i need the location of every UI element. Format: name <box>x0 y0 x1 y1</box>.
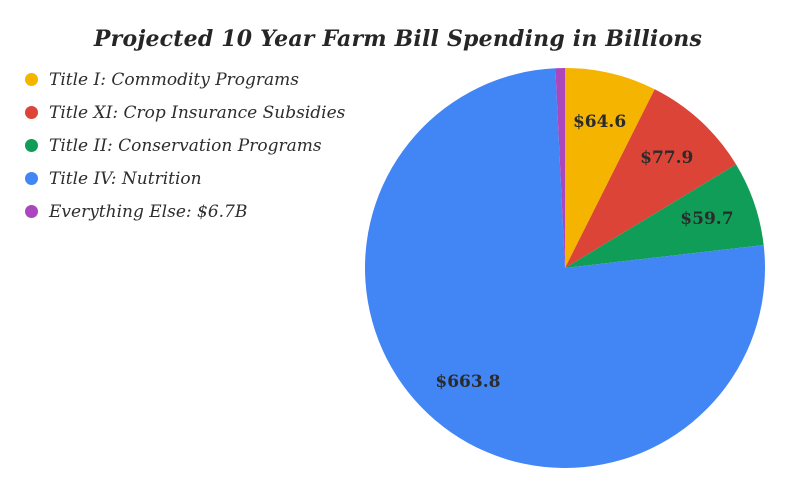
legend-label: Title II: Conservation Programs <box>49 135 322 156</box>
legend-swatch-icon <box>25 73 38 86</box>
legend-item-title-i[interactable]: Title I: Commodity Programs <box>25 63 345 96</box>
pie-slice-0[interactable] <box>565 68 655 268</box>
pie-slice-label: $77.9 <box>640 147 694 168</box>
pie-slice-1[interactable] <box>565 89 737 269</box>
legend-swatch-icon <box>25 139 38 152</box>
chart-title: Projected 10 Year Farm Bill Spending in … <box>93 26 703 52</box>
legend-swatch-icon <box>25 172 38 185</box>
legend-swatch-icon <box>25 205 38 218</box>
legend-item-title-iv[interactable]: Title IV: Nutrition <box>25 162 345 195</box>
legend-label: Title XI: Crop Insurance Subsidies <box>49 102 346 123</box>
legend-label: Title I: Commodity Programs <box>49 69 300 90</box>
legend-label: Title IV: Nutrition <box>49 168 202 189</box>
pie-slice-3[interactable] <box>365 68 766 468</box>
pie-slice-2[interactable] <box>565 164 764 268</box>
legend-item-title-ii[interactable]: Title II: Conservation Programs <box>25 129 345 162</box>
pie-slice-label: $64.6 <box>572 112 627 133</box>
pie-slice-4[interactable] <box>555 68 565 268</box>
legend-label: Everything Else: $6.7B <box>49 201 248 222</box>
legend-item-everything-else[interactable]: Everything Else: $6.7B <box>25 195 345 228</box>
legend-item-title-xi[interactable]: Title XI: Crop Insurance Subsidies <box>25 96 345 129</box>
pie-slice-label: $59.7 <box>680 209 734 230</box>
legend: Title I: Commodity Programs Title XI: Cr… <box>25 63 345 228</box>
legend-swatch-icon <box>25 106 38 119</box>
pie-slice-label: $663.8 <box>435 372 501 393</box>
